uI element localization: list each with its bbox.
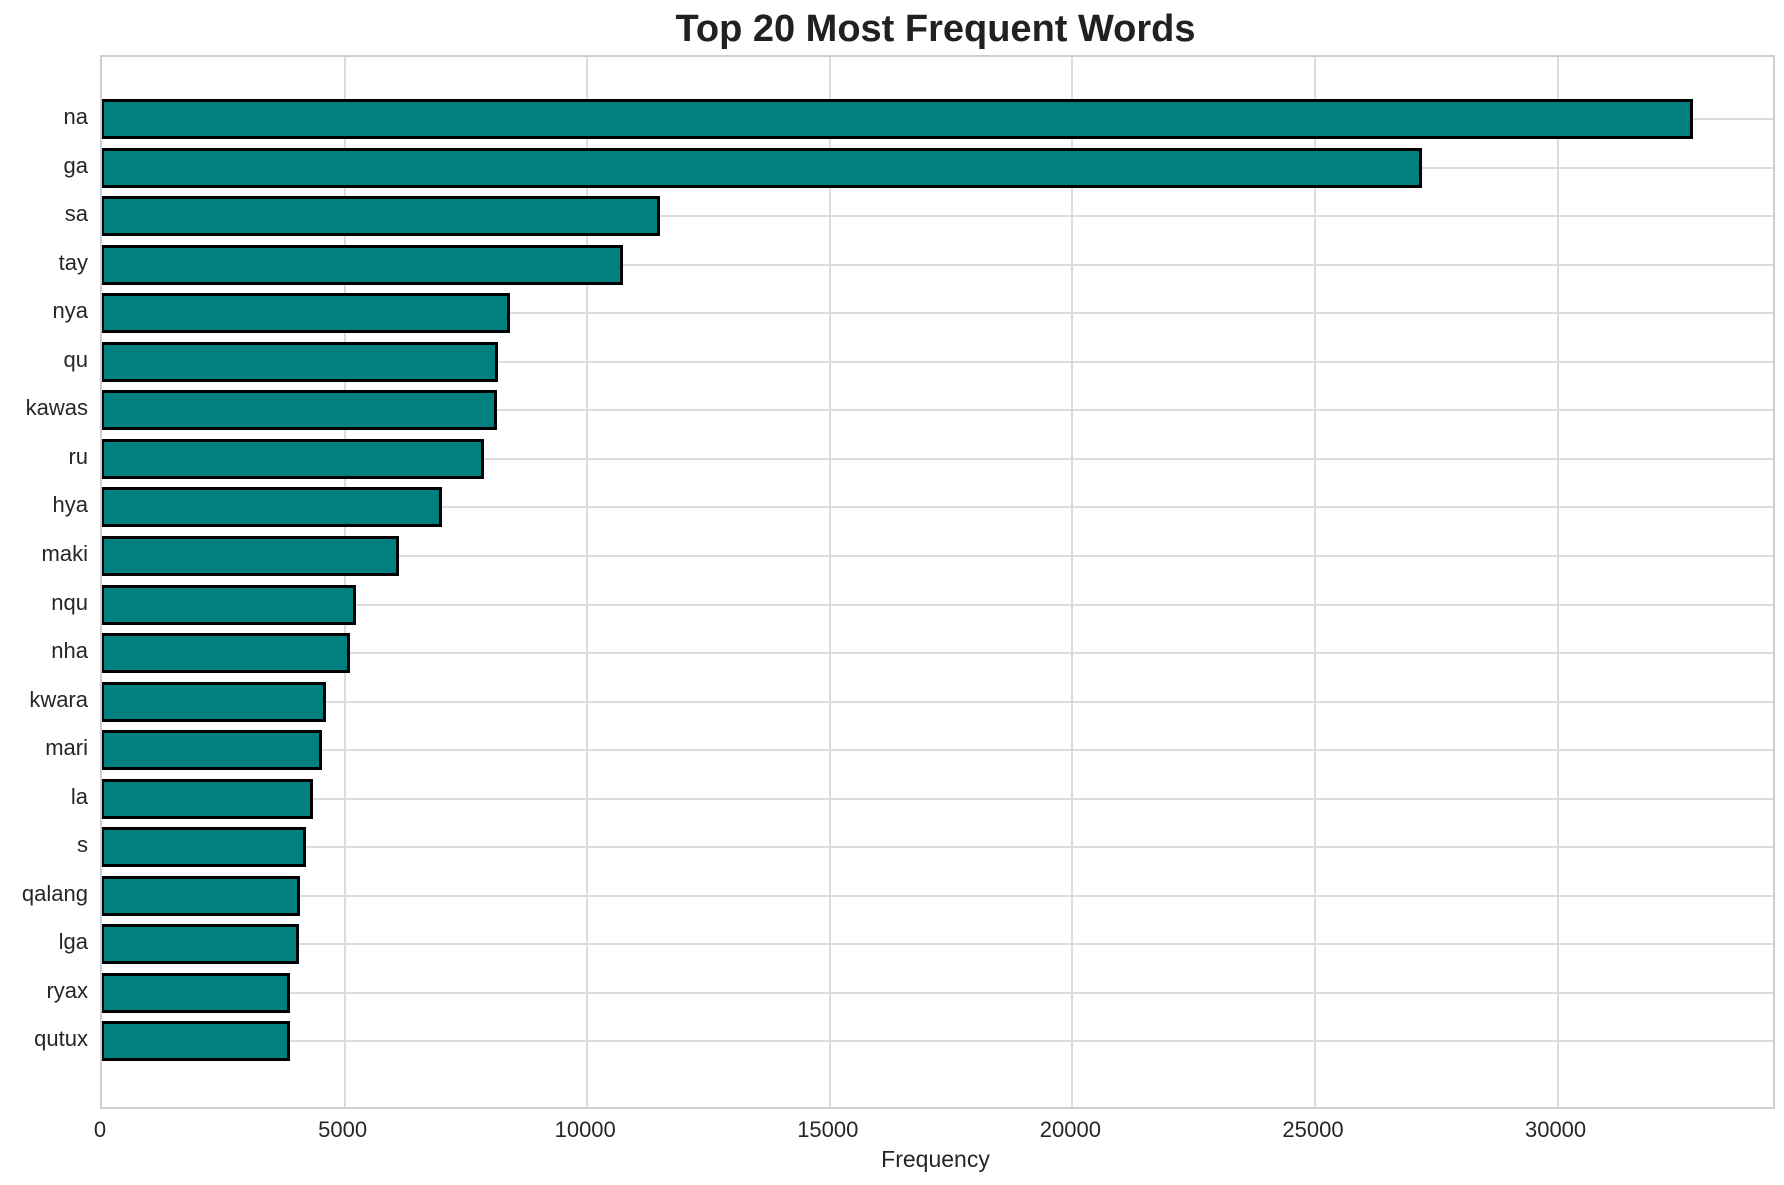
- bar-sa: [102, 196, 660, 237]
- gridline-y-nha: [102, 652, 1773, 655]
- y-tick-label: nqu: [51, 589, 88, 615]
- gridline-y-tay: [102, 263, 1773, 266]
- bar-tay: [102, 244, 624, 285]
- gridline-y-qu: [102, 360, 1773, 363]
- bar-nya: [102, 293, 511, 334]
- bar-nha: [102, 633, 351, 674]
- y-tick-label: s: [77, 832, 88, 858]
- bar-mari: [102, 730, 322, 771]
- y-tick-label: lga: [58, 929, 88, 955]
- bar-ru: [102, 438, 485, 479]
- bar-qu: [102, 341, 499, 382]
- gridline-y-nqu: [102, 603, 1773, 606]
- gridline-y-maki: [102, 554, 1773, 557]
- y-tick-label: kwara: [29, 686, 88, 712]
- bar-kawas: [102, 390, 498, 431]
- x-tick-label: 10000: [554, 1117, 616, 1142]
- bar-ryax: [102, 972, 291, 1013]
- bar-s: [102, 827, 306, 868]
- bar-nqu: [102, 584, 356, 625]
- chart-title: Top 20 Most Frequent Words: [675, 8, 1196, 50]
- gridline-y-lga: [102, 943, 1773, 946]
- gridline-y-kwara: [102, 700, 1773, 703]
- y-tick-label: kawas: [25, 395, 88, 421]
- y-tick-label: na: [63, 104, 88, 129]
- y-tick-label: sa: [64, 201, 88, 227]
- gridline-x-5000: [343, 57, 346, 1107]
- y-tick-label: ru: [68, 443, 88, 469]
- y-tick-label: ga: [63, 152, 88, 178]
- gridline-y-qalang: [102, 894, 1773, 897]
- bar-lga: [102, 924, 299, 965]
- plot-area: [100, 55, 1775, 1109]
- y-tick-label: tay: [58, 249, 88, 275]
- gridline-x-25000: [1313, 57, 1316, 1107]
- y-tick-label: nya: [52, 298, 88, 324]
- gridline-y-ryax: [102, 991, 1773, 994]
- x-axis-label: Frequency: [881, 1146, 990, 1172]
- x-tick-label: 15000: [797, 1117, 859, 1142]
- x-tick-label: 30000: [1524, 1117, 1587, 1142]
- gridline-y-kawas: [102, 409, 1773, 412]
- gridline-x-20000: [1071, 57, 1074, 1107]
- bar-qutux: [102, 1021, 290, 1062]
- gridline-y-s: [102, 846, 1773, 849]
- y-tick-label: la: [70, 783, 88, 809]
- gridline-x-15000: [828, 57, 831, 1107]
- gridline-x-10000: [586, 57, 589, 1107]
- bar-qalang: [102, 875, 301, 916]
- y-tick-label: qutux: [34, 1026, 88, 1052]
- y-tick-label: mari: [45, 735, 88, 761]
- x-tick-label: 25000: [1282, 1117, 1344, 1142]
- y-tick-label: hya: [52, 492, 88, 518]
- gridline-y-mari: [102, 749, 1773, 752]
- gridline-y-hya: [102, 506, 1773, 509]
- bar-hya: [102, 487, 443, 528]
- y-tick-label: maki: [41, 540, 88, 566]
- bar-ga: [102, 147, 1422, 188]
- gridline-y-la: [102, 797, 1773, 800]
- y-tick-label: ryax: [46, 977, 88, 1003]
- bar-maki: [102, 535, 399, 576]
- gridline-y-qutux: [102, 1040, 1773, 1043]
- y-tick-label: qu: [63, 346, 88, 372]
- x-tick-label: 5000: [318, 1117, 368, 1142]
- y-tick-label: qalang: [21, 880, 88, 906]
- bar-na: [102, 99, 1694, 139]
- gridline-x-30000: [1556, 57, 1559, 1107]
- gridline-y-nya: [102, 312, 1773, 315]
- x-tick-label: 20000: [1039, 1117, 1101, 1142]
- x-tick-label: 0: [93, 1117, 107, 1142]
- bar-kwara: [102, 681, 327, 722]
- y-tick-label: nha: [51, 638, 88, 664]
- gridline-y-sa: [102, 215, 1773, 218]
- gridline-y-ru: [102, 457, 1773, 460]
- bar-la: [102, 778, 314, 819]
